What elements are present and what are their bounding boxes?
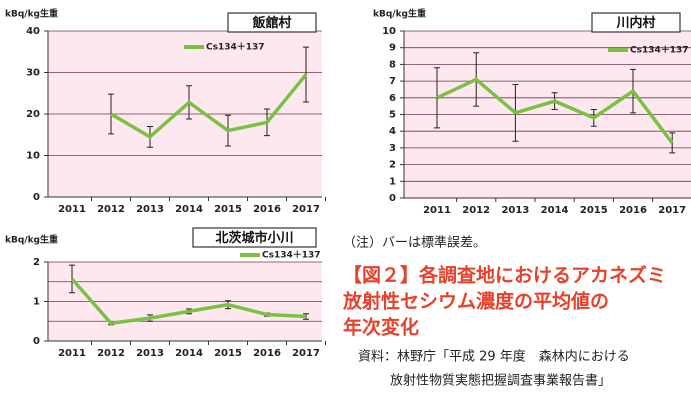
y-axis-label: kBq/kg生重 <box>5 8 58 20</box>
x-tick-label: 2014 <box>541 205 569 216</box>
x-tick-label: 2016 <box>253 348 281 359</box>
legend-label: Cs134＋137 <box>630 45 689 56</box>
y-tick-label: 0 <box>389 193 396 204</box>
y-axis-label: kBq/kg生重 <box>373 8 426 20</box>
y-tick-label: 8 <box>389 59 396 70</box>
x-tick-label: 2015 <box>580 205 608 216</box>
series-line <box>70 277 307 325</box>
x-tick-label: 2016 <box>253 204 281 215</box>
x-tick-label: 2015 <box>214 204 242 215</box>
x-tick-label: 2012 <box>97 204 125 215</box>
y-tick-label: 5 <box>389 110 396 121</box>
y-tick-label: 3 <box>389 143 396 154</box>
x-tick-label: 2013 <box>136 348 164 359</box>
x-tick-label: 2017 <box>292 204 320 215</box>
y-tick-label: 0 <box>33 192 40 203</box>
y-tick-label: 6 <box>389 93 396 104</box>
legend-label: Cs134＋137 <box>262 250 321 261</box>
y-tick-label: 20 <box>26 109 40 120</box>
y-tick-label: 4 <box>389 126 396 137</box>
source-line: 放射性物質実態把握調査事業報告書」 <box>390 373 611 389</box>
x-tick-label: 2013 <box>501 205 529 216</box>
x-tick-label: 2014 <box>175 204 203 215</box>
y-tick-label: 1 <box>389 176 396 187</box>
x-tick-label: 2011 <box>423 205 451 216</box>
y-tick-label: 40 <box>26 26 40 37</box>
x-tick-label: 2011 <box>58 204 86 215</box>
title-box <box>192 227 317 248</box>
chart-title: 飯舘村 <box>251 15 291 31</box>
y-tick-label: 10 <box>382 26 396 37</box>
caption-line: 年次変化 <box>343 316 419 339</box>
y-tick-label: 30 <box>26 68 40 79</box>
y-tick-label: 9 <box>389 43 396 54</box>
caption-line: 放射性セシウム濃度の平均値の <box>342 290 609 313</box>
y-tick-label: 7 <box>389 76 396 87</box>
y-tick-label: 2 <box>33 257 40 268</box>
x-tick-label: 2017 <box>658 205 686 216</box>
source-line: 資料：林野庁「平成 29 年度 森林内における <box>358 349 630 365</box>
x-tick-label: 2014 <box>175 348 203 359</box>
x-tick-label: 2017 <box>292 348 320 359</box>
y-axis-label: kBq/kg生重 <box>5 234 58 246</box>
series-line <box>436 77 674 144</box>
y-tick-label: 2 <box>389 160 396 171</box>
chart-title: 川内村 <box>615 15 655 31</box>
caption-line: 【図２】各調査地におけるアカネズミ <box>343 264 666 287</box>
x-tick-label: 2012 <box>97 348 125 359</box>
legend-label: Cs134＋137 <box>206 42 265 53</box>
y-tick-label: 1 <box>33 297 40 308</box>
series-line <box>110 73 308 139</box>
y-tick-label: 0 <box>33 336 40 347</box>
x-tick-label: 2013 <box>136 204 164 215</box>
x-tick-label: 2011 <box>58 348 86 359</box>
title-box <box>591 12 681 33</box>
x-tick-label: 2016 <box>619 205 647 216</box>
y-tick-label: 10 <box>26 151 40 162</box>
title-box <box>227 12 317 33</box>
x-tick-label: 2015 <box>214 348 242 359</box>
note: （注）バーは標準誤差。 <box>343 235 486 251</box>
chart-title: 北茨城市小川 <box>215 230 293 246</box>
x-tick-label: 2012 <box>462 205 490 216</box>
